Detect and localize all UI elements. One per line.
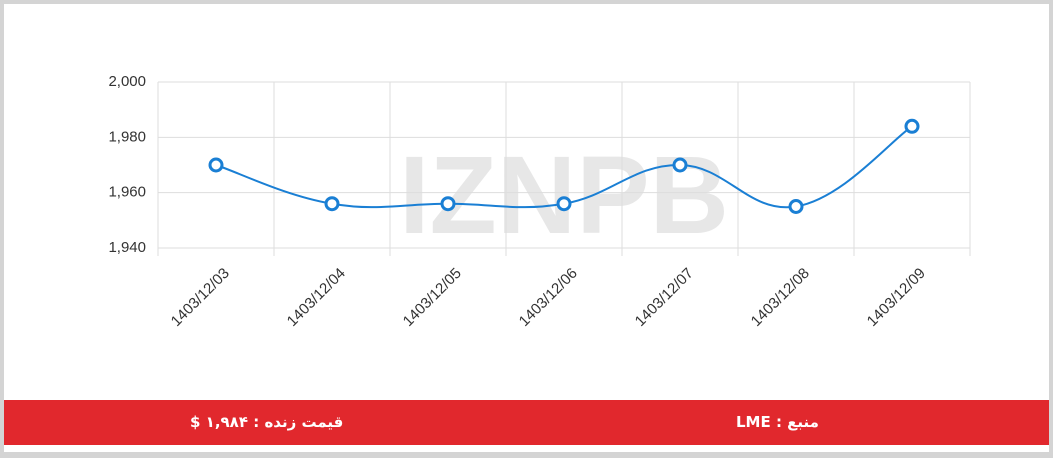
x-tick-label: 1403/12/06: [516, 265, 581, 330]
footer-bar: قیمت زنده : ۱,۹۸۴ $ منبع : LME: [4, 400, 1049, 445]
x-tick-label: 1403/12/09: [864, 265, 929, 330]
source: منبع : LME: [736, 413, 819, 431]
point: [440, 196, 456, 212]
y-tick-label: 1,980: [108, 128, 146, 145]
x-tick-label: 1403/12/04: [284, 265, 349, 330]
x-tick-label: 1403/12/07: [632, 265, 697, 330]
watermark: IZNPB: [399, 134, 729, 257]
live-price: قیمت زنده : ۱,۹۸۴ $: [190, 413, 344, 431]
point: [788, 199, 804, 214]
y-tick-label: 2,000: [108, 73, 146, 90]
chart: IZNPB 1,940 1,960 1,980 2,000 1403/12/03 1403…: [108, 73, 971, 330]
point: [208, 157, 224, 173]
x-tick-label: 1403/12/03: [168, 265, 233, 330]
x-tick-label: 1403/12/05: [400, 265, 465, 330]
y-tick-label: 1,960: [108, 184, 146, 201]
point: [672, 157, 688, 173]
x-tick-label: 1403/12/08: [748, 265, 813, 330]
y-tick-label: 1,940: [108, 239, 146, 256]
point: [324, 196, 340, 212]
point: [904, 118, 920, 134]
point: [556, 196, 572, 212]
